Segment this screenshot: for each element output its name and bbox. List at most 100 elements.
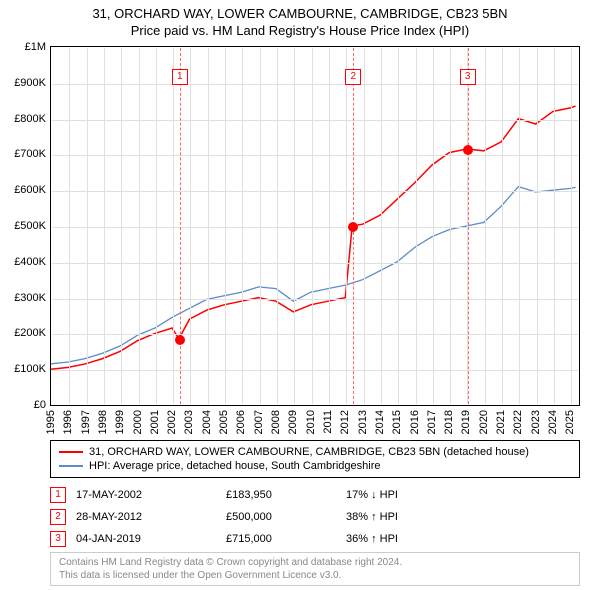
- grid-line-v: [121, 48, 122, 404]
- legend-box: 31, ORCHARD WAY, LOWER CAMBOURNE, CAMBRI…: [50, 440, 580, 478]
- legend-label-1: 31, ORCHARD WAY, LOWER CAMBOURNE, CAMBRI…: [89, 446, 529, 458]
- sale-marker-line: [468, 48, 469, 404]
- plot-svg: [51, 47, 579, 405]
- grid-line-h: [52, 370, 578, 371]
- series-line: [51, 106, 576, 369]
- grid-line-v: [69, 48, 70, 404]
- y-tick-label: £200K: [2, 327, 46, 339]
- x-tick-label: 2025: [564, 410, 576, 434]
- x-tick-label: 2015: [391, 410, 403, 434]
- y-tick-label: £800K: [2, 113, 46, 125]
- grid-line-h: [52, 155, 578, 156]
- x-tick-label: 2024: [547, 410, 559, 434]
- y-tick-label: £700K: [2, 148, 46, 160]
- grid-line-v: [277, 48, 278, 404]
- x-tick-label: 2004: [201, 410, 213, 434]
- sales-num-2: 2: [50, 509, 66, 525]
- x-tick-label: 2023: [530, 410, 542, 434]
- x-tick-label: 2018: [443, 410, 455, 434]
- sale-marker-box: 1: [172, 69, 188, 85]
- sales-price-2: £500,000: [226, 511, 336, 523]
- grid-line-h: [52, 84, 578, 85]
- sale-marker-box: 2: [345, 69, 361, 85]
- sales-date-1: 17-MAY-2002: [76, 489, 216, 501]
- grid-line-h: [52, 299, 578, 300]
- x-tick-label: 2013: [357, 410, 369, 434]
- grid-line-v: [519, 48, 520, 404]
- sales-date-3: 04-JAN-2019: [76, 533, 216, 545]
- grid-line-v: [502, 48, 503, 404]
- y-tick-label: £600K: [2, 184, 46, 196]
- grid-line-v: [416, 48, 417, 404]
- grid-line-v: [208, 48, 209, 404]
- sale-marker-dot: [175, 335, 185, 345]
- sale-marker-line: [180, 48, 181, 404]
- grid-line-v: [450, 48, 451, 404]
- x-tick-label: 2001: [149, 410, 161, 434]
- sales-price-3: £715,000: [226, 533, 336, 545]
- chart-area: 123 £0£100K£200K£300K£400K£500K£600K£700…: [50, 46, 580, 406]
- sale-marker-box: 3: [460, 69, 476, 85]
- grid-line-v: [554, 48, 555, 404]
- x-tick-label: 2019: [460, 410, 472, 434]
- y-tick-label: £100K: [2, 363, 46, 375]
- chart-title-line1: 31, ORCHARD WAY, LOWER CAMBOURNE, CAMBRI…: [0, 0, 600, 23]
- x-tick-label: 2014: [374, 410, 386, 434]
- legend-row-1: 31, ORCHARD WAY, LOWER CAMBOURNE, CAMBRI…: [59, 445, 571, 459]
- sales-num-3: 3: [50, 531, 66, 547]
- grid-line-v: [173, 48, 174, 404]
- sales-price-1: £183,950: [226, 489, 336, 501]
- sales-diff-3: 36% ↑ HPI: [346, 533, 456, 545]
- sale-marker-dot: [348, 222, 358, 232]
- x-tick-label: 2003: [183, 410, 195, 434]
- x-tick-label: 2002: [166, 410, 178, 434]
- sales-row-2: 2 28-MAY-2012 £500,000 38% ↑ HPI: [50, 506, 580, 528]
- x-tick-label: 1996: [62, 410, 74, 434]
- sales-table: 1 17-MAY-2002 £183,950 17% ↓ HPI 2 28-MA…: [50, 484, 580, 550]
- sales-date-2: 28-MAY-2012: [76, 511, 216, 523]
- sales-row-3: 3 04-JAN-2019 £715,000 36% ↑ HPI: [50, 528, 580, 550]
- grid-line-v: [485, 48, 486, 404]
- grid-line-h: [52, 227, 578, 228]
- grid-line-v: [87, 48, 88, 404]
- y-tick-label: £500K: [2, 220, 46, 232]
- legend-row-2: HPI: Average price, detached house, Sout…: [59, 459, 571, 473]
- grid-line-v: [139, 48, 140, 404]
- grid-line-h: [52, 263, 578, 264]
- grid-line-v: [346, 48, 347, 404]
- x-tick-label: 2011: [322, 410, 334, 434]
- x-tick-label: 2008: [270, 410, 282, 434]
- y-tick-label: £300K: [2, 292, 46, 304]
- grid-line-v: [190, 48, 191, 404]
- y-tick-label: £1M: [2, 41, 46, 53]
- grid-line-h: [52, 334, 578, 335]
- x-tick-label: 2021: [495, 410, 507, 434]
- legend-swatch-2: [59, 465, 83, 467]
- sale-marker-dot: [463, 145, 473, 155]
- sales-diff-2: 38% ↑ HPI: [346, 511, 456, 523]
- grid-line-v: [260, 48, 261, 404]
- legend-swatch-1: [59, 451, 83, 453]
- grid-line-v: [398, 48, 399, 404]
- y-tick-label: £900K: [2, 77, 46, 89]
- y-tick-label: £400K: [2, 256, 46, 268]
- x-tick-label: 2007: [253, 410, 265, 434]
- x-tick-label: 2000: [132, 410, 144, 434]
- legend-label-2: HPI: Average price, detached house, Sout…: [89, 460, 380, 472]
- x-tick-label: 2022: [512, 410, 524, 434]
- grid-line-v: [364, 48, 365, 404]
- grid-line-v: [381, 48, 382, 404]
- x-tick-label: 1999: [114, 410, 126, 434]
- sales-row-1: 1 17-MAY-2002 £183,950 17% ↓ HPI: [50, 484, 580, 506]
- sales-num-1: 1: [50, 487, 66, 503]
- x-tick-label: 2009: [287, 410, 299, 434]
- grid-line-v: [537, 48, 538, 404]
- series-line: [51, 187, 576, 364]
- footer-box: Contains HM Land Registry data © Crown c…: [50, 552, 580, 586]
- grid-line-v: [104, 48, 105, 404]
- x-tick-label: 1995: [45, 410, 57, 434]
- x-tick-label: 2016: [409, 410, 421, 434]
- footer-line2: This data is licensed under the Open Gov…: [59, 569, 571, 582]
- grid-line-v: [294, 48, 295, 404]
- chart-container: 31, ORCHARD WAY, LOWER CAMBOURNE, CAMBRI…: [0, 0, 600, 590]
